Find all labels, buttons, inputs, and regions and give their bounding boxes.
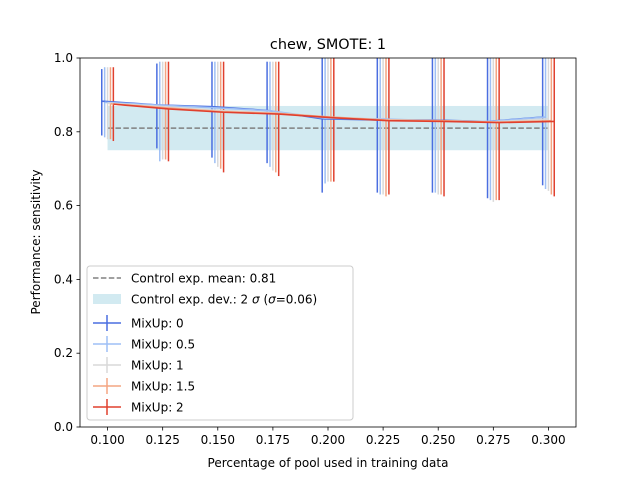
legend-label-control-band-part: Control exp. dev.: 2 <box>131 293 252 307</box>
x-tick-label: 0.275 <box>476 433 510 447</box>
legend-label-control-mean: Control exp. mean: 0.81 <box>131 272 276 286</box>
y-tick-label: 0.0 <box>54 420 73 434</box>
legend-label-series-4: MixUp: 2 <box>131 401 184 415</box>
legend: Control exp. mean: 0.81 Control exp. dev.… <box>86 265 354 421</box>
y-tick-label: 0.8 <box>54 125 73 139</box>
legend-label-control-band-part: ( <box>260 293 269 307</box>
legend-box <box>86 265 354 421</box>
y-tick-label: 1.0 <box>54 51 73 65</box>
x-tick-label: 0.100 <box>90 433 124 447</box>
legend-label-control-band-part: σ <box>268 293 276 307</box>
legend-handle-control-band <box>93 294 121 304</box>
y-tick-label: 0.6 <box>54 199 73 213</box>
x-tick-label: 0.125 <box>145 433 179 447</box>
legend-label-control-band: Control exp. dev.: 2 σ (σ=0.06) <box>131 293 317 307</box>
x-tick-label: 0.250 <box>421 433 455 447</box>
legend-label-series-3: MixUp: 1.5 <box>131 380 195 394</box>
legend-label-control-band-part: σ <box>252 293 260 307</box>
x-tick-label: 0.150 <box>201 433 235 447</box>
legend-label-control-band-part: =0.06) <box>276 293 317 307</box>
legend-label-series-1: MixUp: 0.5 <box>131 338 195 352</box>
y-axis-label: Performance: sensitivity <box>29 169 43 314</box>
plot-area: 0.100 0.125 0.150 0.175 0.200 0.225 0.250 0.275… <box>54 51 577 447</box>
legend-label-series-0: MixUp: 0 <box>131 317 184 331</box>
x-tick-label: 0.200 <box>311 433 345 447</box>
x-axis-label: Percentage of pool used in training data <box>208 456 449 470</box>
y-tick-label: 0.2 <box>54 346 73 360</box>
x-tick-label: 0.300 <box>531 433 565 447</box>
y-tick-label: 0.4 <box>54 272 73 286</box>
chart-title: chew, SMOTE: 1 <box>270 37 386 53</box>
x-tick-label: 0.225 <box>366 433 400 447</box>
legend-label-series-2: MixUp: 1 <box>131 359 184 373</box>
series-line-4 <box>113 103 555 124</box>
x-tick-label: 0.175 <box>256 433 290 447</box>
